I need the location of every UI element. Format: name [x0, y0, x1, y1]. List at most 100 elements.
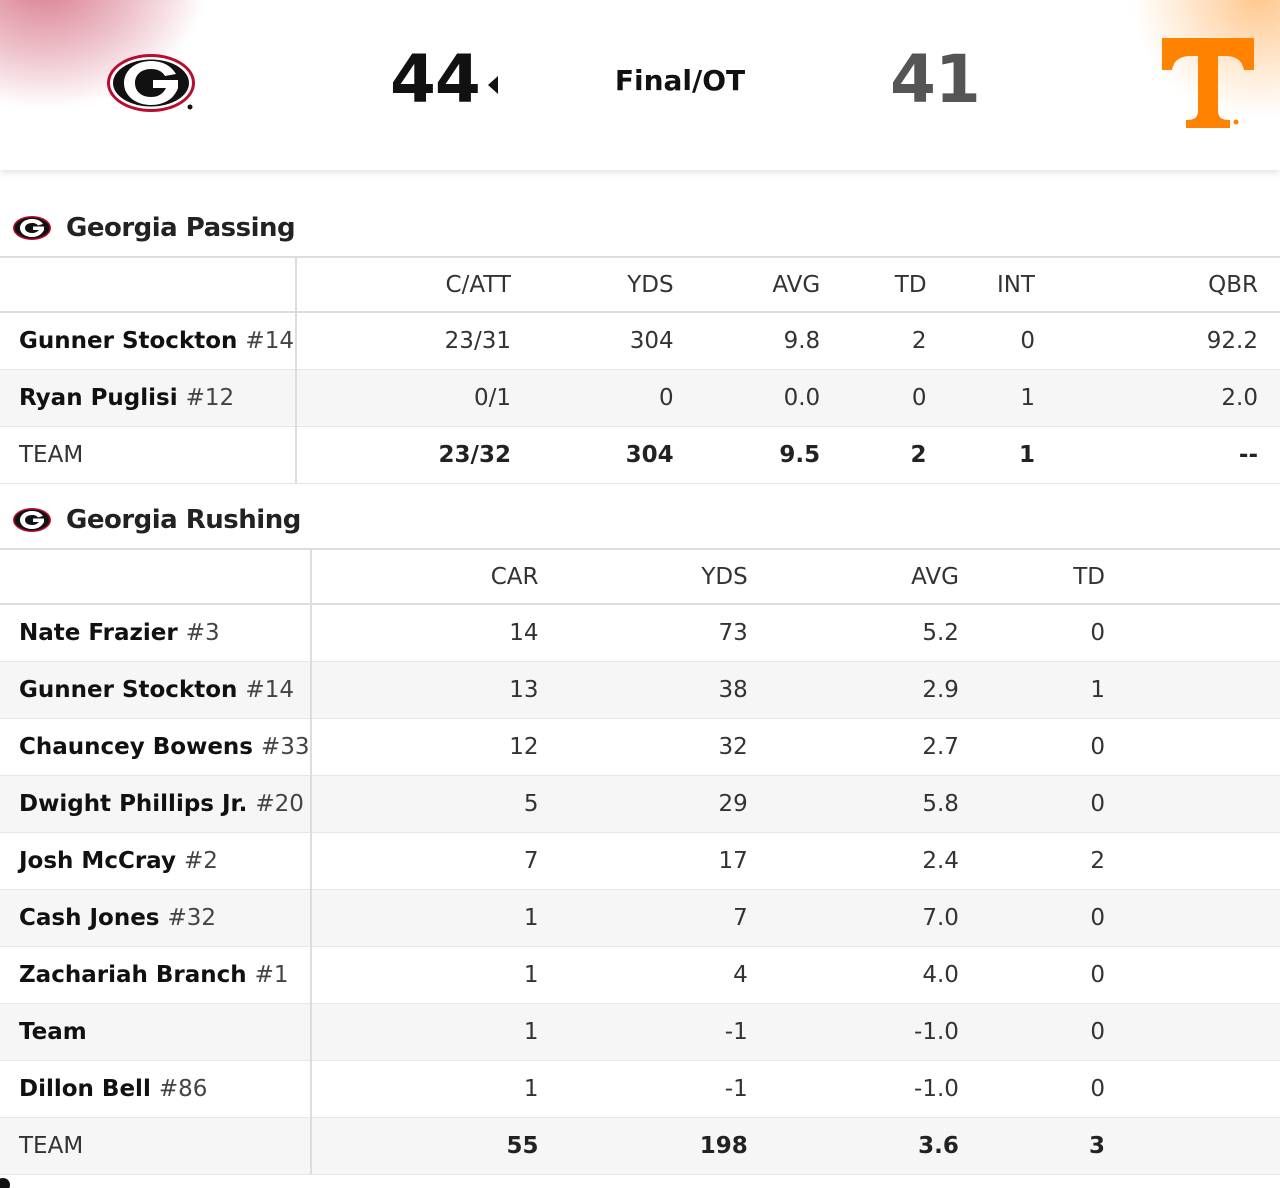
spacer-cell: [1104, 604, 1280, 662]
player-name-link[interactable]: Zachariah Branch: [19, 961, 247, 988]
stat-cell: 0: [510, 369, 674, 427]
stat-cell: -1.0: [747, 1003, 959, 1061]
player-name-link[interactable]: Dwight Phillips Jr.: [19, 790, 248, 817]
player-cell: TEAM: [0, 1117, 312, 1175]
player-name-link[interactable]: Ryan Puglisi: [19, 384, 178, 411]
player-name-link[interactable]: Dillon Bell: [19, 1075, 151, 1102]
stat-cell: 2: [958, 832, 1105, 890]
player-row: Gunner Stockton #14 23/31 304 9.8 2 0 92.2: [0, 312, 1280, 370]
stat-cell: 0: [958, 1003, 1105, 1061]
column-header[interactable]: CAR: [310, 548, 539, 605]
stat-cell: 4: [538, 946, 748, 1004]
column-header[interactable]: QBR: [1034, 256, 1280, 313]
stat-cell: 0: [926, 312, 1035, 370]
rushing-stats-table: CAR YDS AVG TD Nate Frazier #3 14 73 5.2 0 Gun…: [0, 548, 1280, 1175]
stat-cell: 1: [310, 889, 539, 947]
spacer-cell: [1104, 946, 1280, 1004]
player-name-link[interactable]: Cash Jones: [19, 904, 160, 931]
jersey-number: #32: [167, 904, 217, 931]
column-header[interactable]: TD: [958, 548, 1105, 605]
stat-cell: 5.8: [747, 775, 959, 833]
spacer-cell: [1104, 775, 1280, 833]
jersey-number: #1: [254, 961, 289, 988]
stat-cell: 1: [310, 1060, 539, 1118]
georgia-g-logo-icon[interactable]: [106, 52, 198, 114]
column-header[interactable]: C/ATT: [296, 256, 511, 313]
stat-cell: 29: [538, 775, 748, 833]
player-row: Dillon Bell #86 1 -1 -1.0 0: [0, 1060, 1280, 1118]
georgia-g-logo-icon: [13, 508, 51, 532]
player-column-header: [0, 548, 312, 605]
stat-cell: 32: [538, 718, 748, 776]
stat-cell: 1: [310, 946, 539, 1004]
stat-cell: 2.0: [1034, 369, 1280, 427]
column-header[interactable]: AVG: [673, 256, 821, 313]
stat-cell: 1: [926, 426, 1035, 484]
stat-cell: 304: [510, 312, 674, 370]
player-row: Team 1 -1 -1.0 0: [0, 1003, 1280, 1061]
column-header[interactable]: YDS: [538, 548, 748, 605]
stat-cell: 0.0: [673, 369, 821, 427]
stat-cell: 7.0: [747, 889, 959, 947]
player-row: Zachariah Branch #1 1 4 4.0 0: [0, 946, 1280, 1004]
spacer-column: [1104, 548, 1280, 605]
tennessee-t-logo-icon[interactable]: [1160, 36, 1256, 130]
scoreboard-header: 44 Final/OT 41: [0, 0, 1280, 170]
table-header-row: C/ATT YDS AVG TD INT QBR: [0, 256, 1280, 313]
player-cell: Ryan Puglisi #12: [0, 369, 298, 427]
player-name-link[interactable]: Nate Frazier: [19, 619, 178, 646]
stat-cell: 2.7: [747, 718, 959, 776]
player-name-link[interactable]: Team: [19, 1018, 87, 1045]
team-total-row: TEAM 55 198 3.6 3: [0, 1117, 1280, 1175]
stat-cell: --: [1034, 426, 1280, 484]
stat-cell: 0/1: [296, 369, 511, 427]
player-row: Gunner Stockton #14 13 38 2.9 1: [0, 661, 1280, 719]
stat-cell: 2.4: [747, 832, 959, 890]
column-header[interactable]: INT: [926, 256, 1035, 313]
player-name-link[interactable]: Gunner Stockton: [19, 327, 238, 354]
player-row: Cash Jones #32 1 7 7.0 0: [0, 889, 1280, 947]
home-score: 44: [390, 41, 481, 118]
column-header[interactable]: YDS: [510, 256, 674, 313]
player-cell: Cash Jones #32: [0, 889, 312, 947]
stat-cell: 1: [926, 369, 1035, 427]
stat-cell: 17: [538, 832, 748, 890]
player-cell: Zachariah Branch #1: [0, 946, 312, 1004]
stat-cell: 23/32: [296, 426, 511, 484]
spacer-cell: [1104, 718, 1280, 776]
column-header[interactable]: AVG: [747, 548, 959, 605]
spacer-cell: [1104, 889, 1280, 947]
player-cell: Josh McCray #2: [0, 832, 312, 890]
player-name-link[interactable]: Chauncey Bowens: [19, 733, 253, 760]
stat-cell: 3.6: [747, 1117, 959, 1175]
jersey-number: #86: [158, 1075, 208, 1102]
stat-cell: -1: [538, 1003, 748, 1061]
game-status: Final/OT: [614, 64, 746, 97]
spacer-cell: [1104, 1060, 1280, 1118]
section-title: Georgia Rushing: [66, 505, 301, 535]
passing-section-header: Georgia Passing: [0, 208, 1280, 248]
stat-cell: 0: [958, 946, 1105, 1004]
player-name-link[interactable]: Josh McCray: [19, 847, 176, 874]
stat-cell: 0: [958, 718, 1105, 776]
column-header[interactable]: TD: [820, 256, 927, 313]
jersey-number: #3: [185, 619, 220, 646]
stat-cell: 0: [958, 604, 1105, 662]
player-row: Nate Frazier #3 14 73 5.2 0: [0, 604, 1280, 662]
stat-cell: 4.0: [747, 946, 959, 1004]
away-score: 41: [890, 41, 981, 118]
stat-cell: 0: [958, 889, 1105, 947]
spacer-cell: [1104, 1117, 1280, 1175]
stat-cell: 9.8: [673, 312, 821, 370]
georgia-g-logo-icon: [13, 216, 51, 240]
player-column-header: [0, 256, 298, 313]
stat-cell: 3: [958, 1117, 1105, 1175]
stat-cell: -1: [538, 1060, 748, 1118]
player-name-link[interactable]: Gunner Stockton: [19, 676, 238, 703]
team-total-label: TEAM: [19, 1132, 84, 1159]
passing-stats-table: C/ATT YDS AVG TD INT QBR Gunner Stockton…: [0, 256, 1280, 484]
jersey-number: #20: [255, 790, 304, 817]
winner-indicator-icon: [488, 76, 498, 94]
player-cell: Gunner Stockton #14: [0, 661, 312, 719]
stat-cell: 1: [310, 1003, 539, 1061]
